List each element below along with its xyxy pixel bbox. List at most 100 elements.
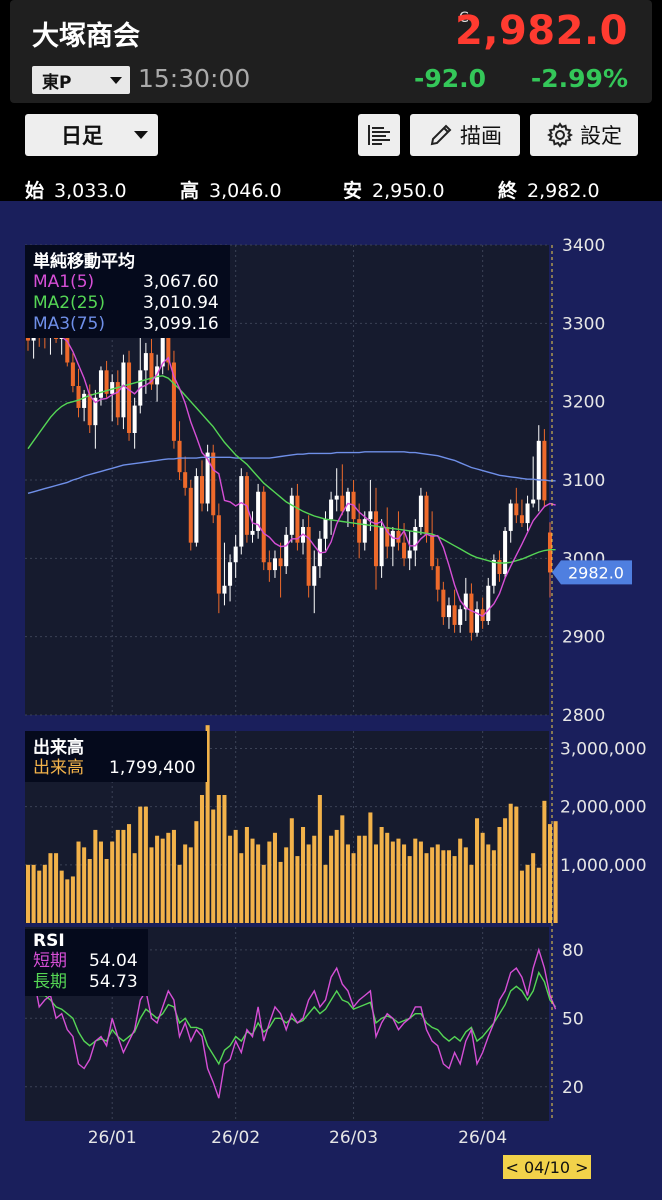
candle — [452, 605, 457, 625]
candle — [160, 331, 165, 367]
volume-tick-label: 2,000,000 — [560, 798, 647, 818]
volume-bar — [42, 864, 47, 923]
candle — [127, 362, 132, 433]
volume-bar — [149, 847, 154, 923]
settings-button[interactable]: 設定 — [530, 114, 638, 156]
volume-bar — [452, 856, 457, 923]
candle — [368, 511, 373, 520]
volume-bar — [514, 806, 519, 923]
candle — [82, 393, 87, 408]
volume-bar — [340, 815, 345, 923]
ma-legend-title: 単純移動平均 — [33, 252, 135, 272]
volume-bar — [458, 838, 463, 923]
volume-bar — [138, 806, 143, 923]
stock-chart[interactable]: 34003300320031003000290028003,000,0002,0… — [0, 201, 662, 1200]
ma-legend: 単純移動平均 MA1(5) 3,067.60 MA2(25) 3,010.94 MA… — [25, 245, 230, 338]
close-mark: C — [459, 10, 469, 26]
candle — [284, 534, 289, 567]
chevron-down-icon — [134, 131, 148, 139]
volume-bar — [373, 844, 379, 923]
candle — [312, 566, 317, 586]
candle — [194, 476, 199, 543]
last-price-tag — [552, 560, 632, 585]
candle — [306, 527, 311, 586]
volume-bar — [312, 835, 317, 923]
candle — [480, 609, 485, 621]
volume-bar — [93, 829, 98, 923]
rsi-short-line — [27, 947, 557, 1099]
volume-bar — [211, 809, 216, 923]
price-tick-label: 2900 — [562, 628, 605, 648]
volume-bar — [469, 864, 474, 923]
volume-bar — [508, 803, 513, 923]
candle — [166, 331, 171, 363]
volume-bar — [48, 853, 53, 923]
candle — [239, 476, 244, 547]
stock-header: 大塚商会 東P 15:30:00 C 2,982.0 -92.0 -2.99% — [10, 0, 652, 103]
volume-bar — [553, 821, 558, 923]
candle — [110, 382, 115, 394]
volume-bar — [98, 841, 103, 923]
volume-bar — [486, 844, 491, 923]
volume-bar — [76, 841, 81, 923]
volume-bar — [301, 827, 306, 923]
price-tick-label: 3400 — [562, 236, 605, 256]
chart-area[interactable]: 3400 3300 3200 3100 3000 2900 2800 3,000,000 2,0… — [0, 201, 662, 1200]
volume-bar — [205, 725, 210, 923]
volume-bar — [480, 832, 485, 923]
price-change: -92.0 — [413, 64, 486, 93]
last-price-label: 2982.0 — [568, 563, 624, 582]
period-label: 日足 — [61, 124, 103, 148]
volume-bar — [278, 861, 283, 923]
volume-bar — [491, 850, 496, 923]
volume-bar — [37, 870, 42, 923]
candle — [424, 495, 429, 535]
candle — [121, 362, 126, 418]
candle — [373, 511, 379, 567]
draw-button[interactable]: 描画 — [410, 114, 520, 156]
candle — [334, 495, 339, 500]
candle — [475, 609, 480, 633]
ma1-line — [27, 331, 556, 618]
ma3-line — [27, 451, 556, 494]
candle — [413, 527, 418, 551]
indicator-button[interactable] — [358, 114, 400, 156]
market-select[interactable]: 東P — [32, 66, 130, 94]
price-tick-label: 2800 — [562, 706, 605, 726]
rsi-tick-label: 20 — [562, 1078, 584, 1098]
volume-bar — [407, 856, 412, 923]
candle — [177, 440, 182, 473]
candle — [250, 530, 255, 535]
volume-bar — [430, 847, 435, 923]
volume-bar — [441, 850, 446, 923]
candle — [171, 362, 176, 441]
candle — [228, 562, 233, 586]
volume-bar — [284, 847, 289, 923]
candle — [155, 366, 160, 385]
volume-bar — [317, 795, 322, 923]
settings-label: 設定 — [580, 124, 622, 148]
volume-bar — [418, 841, 423, 923]
candle — [514, 503, 519, 516]
candle — [132, 405, 137, 433]
candle — [379, 527, 384, 567]
date-tick-label: 26/02 — [211, 1128, 260, 1148]
volume-bar — [362, 835, 367, 923]
candle — [256, 491, 261, 531]
volume-bar — [435, 844, 440, 923]
volume-bar — [104, 859, 109, 923]
period-select[interactable]: 日足 — [25, 114, 158, 156]
volume-bar — [345, 844, 350, 923]
candle — [295, 495, 300, 543]
volume-bar — [25, 864, 31, 923]
candle — [65, 335, 70, 363]
volume-bar — [531, 853, 536, 923]
cursor-date-box — [503, 1155, 591, 1179]
ma2-legend: MA2(25) 3,010.94 — [33, 293, 219, 313]
candle — [390, 530, 395, 547]
candle — [87, 393, 92, 426]
volume-tick-label: 3,000,000 — [560, 739, 647, 759]
volume-bar — [525, 864, 530, 923]
ma3-legend: MA3(75) 3,099.16 — [33, 314, 219, 334]
volume-bar — [194, 821, 199, 923]
